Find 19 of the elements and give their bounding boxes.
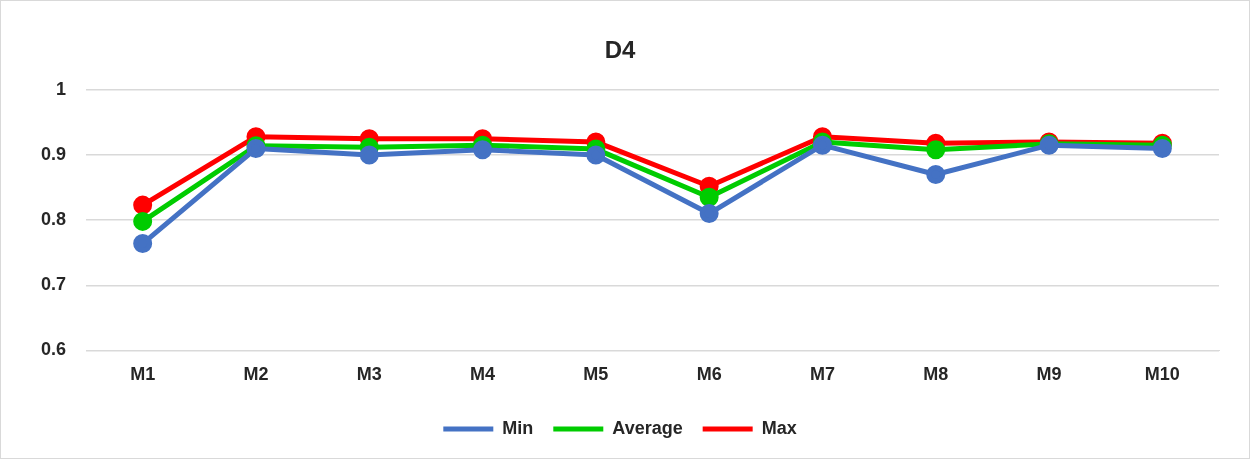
x-tick-label: M2 [243, 364, 269, 385]
legend-label: Average [612, 417, 683, 438]
x-tick-label: M4 [470, 364, 496, 385]
y-tick-label: 0.6 [40, 339, 67, 360]
x-tick-label: M9 [1036, 364, 1062, 385]
y-tick-label: 0.9 [40, 143, 67, 164]
chart-title: D4 [604, 36, 636, 64]
x-tick-label: M3 [356, 364, 382, 385]
x-tick-label: M6 [696, 364, 722, 385]
legend-label: Min [502, 417, 534, 438]
x-tick-label: M7 [809, 364, 835, 385]
x-tick-label: M1 [130, 364, 156, 385]
y-tick-label: 0.7 [40, 274, 67, 295]
y-tick-label: 1 [56, 78, 67, 99]
y-tick-label: 0.8 [40, 209, 67, 230]
legend-label: Max [761, 417, 797, 438]
x-tick-label: M8 [923, 364, 949, 385]
x-tick-label: M10 [1144, 364, 1180, 385]
x-tick-label: M5 [583, 364, 609, 385]
